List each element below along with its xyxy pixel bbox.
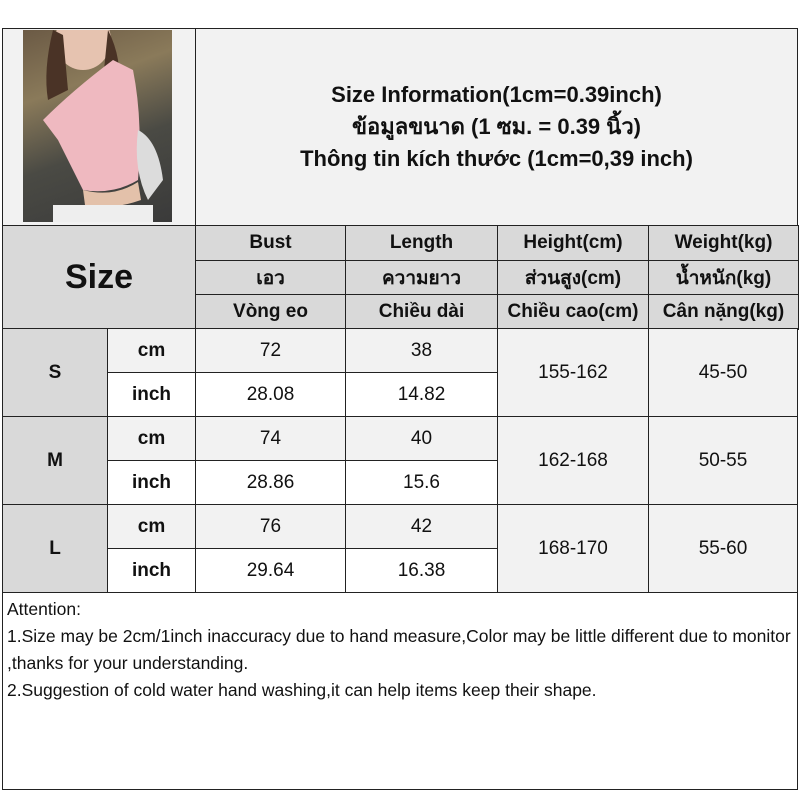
size-information-title: Size Information(1cm=0.39inch) ข้อมูลขนา… xyxy=(195,28,798,226)
length-inch: 15.6 xyxy=(345,460,498,505)
note-1: 1.Size may be 2cm/1inch inaccuracy due t… xyxy=(7,626,791,673)
note-2: 2.Suggestion of cold water hand washing,… xyxy=(7,680,597,700)
notes-heading: Attention: xyxy=(7,599,81,619)
unit-label-inch: inch xyxy=(107,548,196,593)
size-label: M xyxy=(2,416,108,505)
column-header-en: Length xyxy=(345,225,498,261)
column-header-en: Weight(kg) xyxy=(648,225,799,261)
notes: Attention: 1.Size may be 2cm/1inch inacc… xyxy=(2,592,798,790)
column-header-en: Height(cm) xyxy=(497,225,649,261)
bust-inch: 28.08 xyxy=(195,372,346,417)
weight-range: 50-55 xyxy=(648,416,798,505)
column-header-vi: Vòng eo xyxy=(195,294,346,330)
length-inch: 16.38 xyxy=(345,548,498,593)
weight-range: 45-50 xyxy=(648,328,798,417)
bust-inch: 28.86 xyxy=(195,460,346,505)
title-vietnamese: Thông tin kích thước (1cm=0,39 inch) xyxy=(300,146,693,171)
height-range: 168-170 xyxy=(497,504,649,593)
bust-cm: 76 xyxy=(195,504,346,549)
length-cm: 38 xyxy=(345,328,498,373)
column-header-th: น้ำหนัก(kg) xyxy=(648,260,799,295)
bust-inch: 29.64 xyxy=(195,548,346,593)
product-photo xyxy=(23,30,172,222)
unit-label-inch: inch xyxy=(107,460,196,505)
column-header-vi: Cân nặng(kg) xyxy=(648,294,799,330)
size-label: S xyxy=(2,328,108,417)
weight-range: 55-60 xyxy=(648,504,798,593)
title-thai: ข้อมูลขนาด (1 ซม. = 0.39 นิ้ว) xyxy=(351,114,641,139)
product-photo-illustration xyxy=(43,30,163,222)
height-range: 162-168 xyxy=(497,416,649,505)
length-cm: 40 xyxy=(345,416,498,461)
column-header-vi: Chiều cao(cm) xyxy=(497,294,649,330)
length-inch: 14.82 xyxy=(345,372,498,417)
unit-label-inch: inch xyxy=(107,372,196,417)
height-range: 155-162 xyxy=(497,328,649,417)
unit-label-cm: cm xyxy=(107,416,196,461)
title-english: Size Information(1cm=0.39inch) xyxy=(331,82,662,107)
bust-cm: 74 xyxy=(195,416,346,461)
column-header-th: เอว xyxy=(195,260,346,295)
column-header-th: ส่วนสูง(cm) xyxy=(497,260,649,295)
column-header-th: ความยาว xyxy=(345,260,498,295)
bust-cm: 72 xyxy=(195,328,346,373)
unit-label-cm: cm xyxy=(107,328,196,373)
unit-label-cm: cm xyxy=(107,504,196,549)
column-header-vi: Chiều dài xyxy=(345,294,498,330)
column-header-en: Bust xyxy=(195,225,346,261)
size-header: Size xyxy=(2,225,196,329)
length-cm: 42 xyxy=(345,504,498,549)
size-label: L xyxy=(2,504,108,593)
